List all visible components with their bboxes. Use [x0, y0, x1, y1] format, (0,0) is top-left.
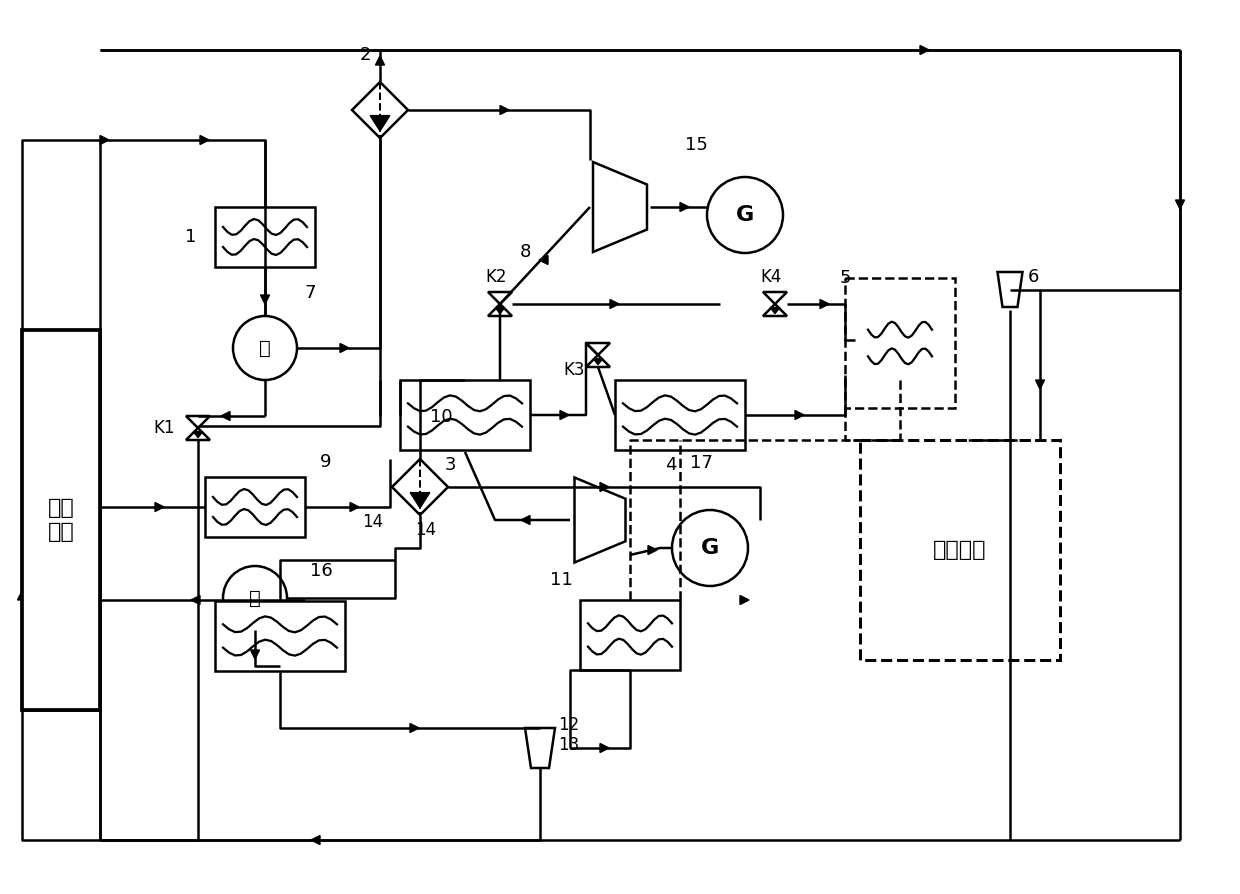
Text: 泵: 泵 — [259, 339, 270, 358]
Polygon shape — [1176, 200, 1184, 209]
Polygon shape — [539, 256, 548, 265]
Text: 10: 10 — [430, 408, 453, 426]
Text: K3: K3 — [563, 361, 584, 379]
Text: 7: 7 — [305, 284, 316, 302]
Polygon shape — [680, 203, 689, 212]
Polygon shape — [795, 410, 804, 419]
Polygon shape — [600, 744, 609, 753]
Bar — [205, 477, 305, 537]
Bar — [580, 600, 680, 670]
Text: 9: 9 — [320, 453, 331, 471]
Text: 13: 13 — [558, 736, 579, 754]
Polygon shape — [221, 411, 229, 420]
Text: K4: K4 — [760, 268, 781, 286]
Polygon shape — [920, 46, 929, 55]
Text: 8: 8 — [520, 243, 532, 261]
Polygon shape — [350, 502, 360, 511]
Polygon shape — [521, 516, 529, 525]
Text: 14: 14 — [415, 521, 436, 539]
Text: G: G — [735, 205, 754, 225]
Bar — [861, 440, 1060, 660]
Polygon shape — [740, 595, 749, 604]
Text: 1: 1 — [185, 228, 196, 246]
Text: 17: 17 — [689, 454, 713, 472]
Polygon shape — [820, 299, 830, 308]
Polygon shape — [191, 595, 200, 604]
Polygon shape — [770, 308, 780, 314]
Text: 泵: 泵 — [249, 588, 260, 608]
Bar — [215, 207, 315, 267]
Polygon shape — [155, 502, 164, 511]
Polygon shape — [193, 432, 203, 437]
Text: 4: 4 — [665, 456, 677, 474]
Text: 3: 3 — [445, 456, 456, 474]
Polygon shape — [376, 56, 384, 65]
Text: 5: 5 — [839, 269, 852, 287]
Text: 2: 2 — [360, 46, 372, 64]
Polygon shape — [311, 836, 320, 845]
Polygon shape — [649, 545, 657, 554]
Polygon shape — [410, 493, 430, 508]
Bar — [615, 380, 745, 450]
Polygon shape — [100, 136, 109, 145]
Polygon shape — [410, 723, 419, 732]
Text: G: G — [701, 538, 719, 558]
Text: 14: 14 — [362, 513, 383, 531]
Polygon shape — [250, 650, 259, 659]
Text: 16: 16 — [310, 562, 332, 580]
Polygon shape — [593, 358, 603, 365]
Bar — [22, 330, 100, 710]
Polygon shape — [1035, 380, 1044, 389]
Text: 冷源系统: 冷源系统 — [934, 540, 987, 560]
Polygon shape — [495, 308, 505, 314]
Polygon shape — [371, 115, 389, 131]
Bar — [215, 601, 345, 671]
Polygon shape — [500, 105, 508, 114]
Polygon shape — [17, 591, 26, 600]
Polygon shape — [610, 299, 619, 308]
Bar — [861, 303, 940, 383]
Polygon shape — [260, 295, 269, 304]
Bar — [401, 380, 529, 450]
Polygon shape — [600, 483, 609, 492]
Text: K1: K1 — [153, 419, 175, 437]
Bar — [844, 278, 955, 408]
Text: K2: K2 — [485, 268, 506, 286]
Text: 6: 6 — [1028, 268, 1039, 286]
Polygon shape — [200, 136, 210, 145]
Text: 12: 12 — [558, 716, 579, 734]
Text: 11: 11 — [551, 571, 573, 589]
Text: 热源
系统: 热源 系统 — [47, 498, 74, 542]
Polygon shape — [560, 410, 569, 419]
Text: 15: 15 — [684, 136, 708, 154]
Polygon shape — [340, 343, 348, 352]
